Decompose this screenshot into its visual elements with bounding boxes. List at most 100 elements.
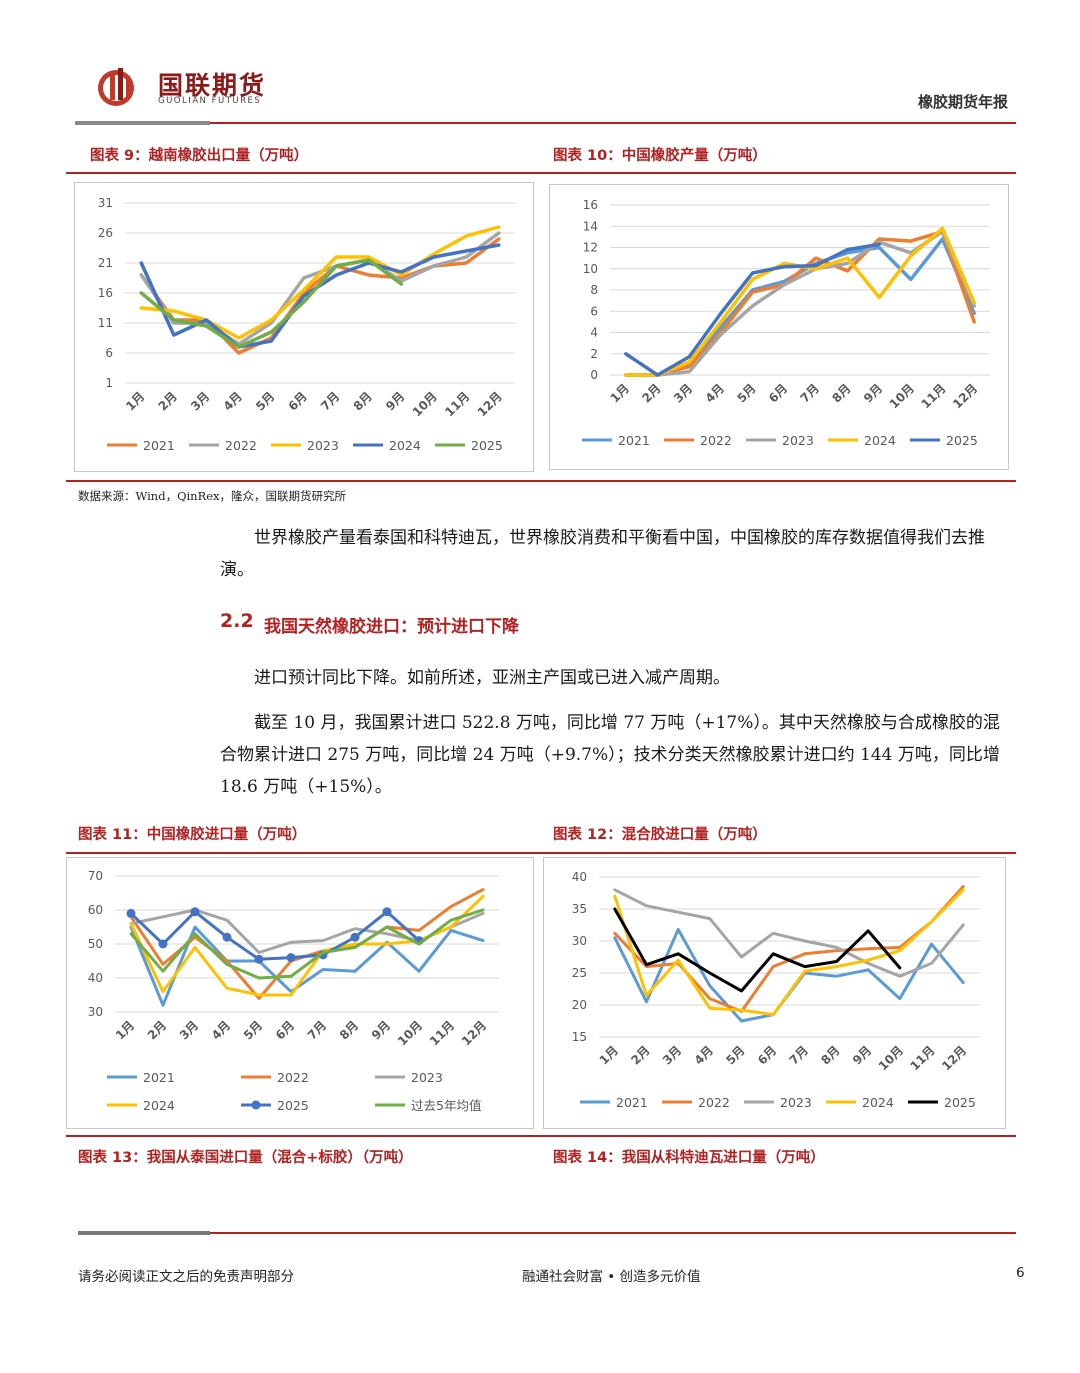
x-tick-label: 12月 bbox=[939, 1043, 969, 1073]
series-marker bbox=[158, 939, 168, 949]
footer-divider-red bbox=[210, 1232, 1016, 1234]
x-tick-label: 3月 bbox=[188, 389, 212, 413]
series-line-3 bbox=[613, 888, 965, 1017]
figure-11-title: 图表 11：中国橡胶进口量（万吨） bbox=[78, 827, 307, 843]
x-tick-label: 12月 bbox=[950, 381, 980, 411]
x-tick-label: 4月 bbox=[209, 1018, 233, 1042]
x-tick-label: 5月 bbox=[734, 381, 758, 405]
y-tick-label: 16 bbox=[98, 286, 113, 300]
x-tick-label: 6月 bbox=[273, 1018, 297, 1042]
y-tick-label: 50 bbox=[88, 937, 103, 951]
legend-label: 2023 bbox=[307, 438, 339, 453]
figure-row2-bottom-rule bbox=[66, 1135, 1016, 1137]
x-tick-label: 8月 bbox=[818, 1043, 842, 1067]
y-tick-label: 30 bbox=[88, 1005, 103, 1019]
series-line-4 bbox=[129, 910, 421, 961]
x-tick-label: 11月 bbox=[427, 1018, 457, 1048]
y-tick-label: 31 bbox=[98, 196, 113, 210]
y-tick-label: 20 bbox=[572, 998, 587, 1012]
x-tick-label: 6月 bbox=[755, 1043, 779, 1067]
x-tick-label: 6月 bbox=[286, 389, 310, 413]
y-tick-label: 25 bbox=[572, 966, 587, 980]
section-number: 2.2 bbox=[220, 610, 254, 632]
x-tick-label: 10月 bbox=[876, 1043, 906, 1073]
page-number: 6 bbox=[1016, 1265, 1025, 1281]
figure-14-title: 图表 14：我国从科特迪瓦进口量（万吨） bbox=[553, 1150, 825, 1166]
x-tick-label: 5月 bbox=[723, 1043, 747, 1067]
x-tick-label: 9月 bbox=[861, 381, 885, 405]
legend-label: 2025 bbox=[277, 1098, 309, 1113]
y-tick-label: 26 bbox=[98, 226, 113, 240]
figure-row-bottom-rule bbox=[66, 480, 1016, 482]
chart-china-imports: 30 40 50 60 70 1月 2月 3月 4月 5月 6月 7月 8月 9月 10月 11月 12月 202… bbox=[66, 857, 534, 1129]
x-tick-label: 11月 bbox=[442, 389, 472, 419]
y-tick-label: 16 bbox=[583, 198, 598, 212]
x-tick-label: 5月 bbox=[241, 1018, 265, 1042]
series-marker bbox=[222, 932, 232, 942]
footer-disclaimer: 请务必阅读正文之后的免责声明部分 bbox=[78, 1269, 294, 1285]
x-tick-label: 3月 bbox=[660, 1043, 684, 1067]
x-tick-label: 1月 bbox=[608, 381, 632, 405]
brand-name: 国联期货 bbox=[158, 71, 267, 100]
series-line-4 bbox=[613, 907, 902, 993]
legend-label: 2022 bbox=[700, 433, 732, 448]
x-tick-label: 8月 bbox=[337, 1018, 361, 1042]
series-line-0 bbox=[613, 928, 965, 1023]
legend-label: 2022 bbox=[277, 1070, 309, 1085]
y-tick-label: 8 bbox=[590, 283, 598, 297]
x-tick-label: 10月 bbox=[410, 389, 440, 419]
y-tick-label: 2 bbox=[590, 347, 598, 361]
series-marker bbox=[190, 907, 200, 917]
legend-label: 2022 bbox=[225, 438, 257, 453]
y-tick-label: 10 bbox=[583, 262, 598, 276]
series-line-3 bbox=[624, 226, 976, 377]
legend-label: 2021 bbox=[143, 1070, 175, 1085]
y-tick-label: 70 bbox=[88, 869, 103, 883]
chart-vietnam-exports: 1 6 11 16 21 26 31 1月 2月 3月 4月 5月 6月 7月 8月 9月 10月 11月 12月 2… bbox=[74, 182, 534, 472]
brand-name-en: GUOLIAN FUTURES bbox=[158, 96, 262, 106]
x-tick-label: 1月 bbox=[123, 389, 147, 413]
y-tick-label: 21 bbox=[98, 256, 113, 270]
legend-label: 2024 bbox=[389, 438, 421, 453]
x-tick-label: 5月 bbox=[253, 389, 277, 413]
chart-fig10-svg: 0 2 4 6 8 10 12 14 16 1月 2月 3月 4月 5月 6月 7月 8月 9月 10月 11月 12月… bbox=[582, 198, 990, 448]
company-logo bbox=[98, 68, 134, 106]
y-tick-label: 6 bbox=[590, 304, 598, 318]
series-line-4 bbox=[139, 258, 404, 349]
header-divider-grey bbox=[75, 121, 210, 125]
chart-fig11-svg: 30 40 50 60 70 1月 2月 3月 4月 5月 6月 7月 8月 9月 10月 11月 12月 202… bbox=[88, 869, 499, 1113]
x-tick-label: 7月 bbox=[798, 381, 822, 405]
y-tick-label: 30 bbox=[572, 934, 587, 948]
legend-label: 2024 bbox=[143, 1098, 175, 1113]
figure-9-title: 图表 9：越南橡胶出口量（万吨） bbox=[90, 148, 309, 164]
y-tick-label: 0 bbox=[590, 368, 598, 382]
x-tick-label: 9月 bbox=[850, 1043, 874, 1067]
series-marker bbox=[382, 907, 392, 917]
x-tick-label: 2月 bbox=[156, 389, 180, 413]
series-line-2 bbox=[139, 225, 501, 340]
legend-label: 2021 bbox=[618, 433, 650, 448]
chart-china-production: 0 2 4 6 8 10 12 14 16 1月 2月 3月 4月 5月 6月 7月 8月 9月 10月 11月 12月… bbox=[549, 184, 1009, 470]
x-tick-label: 11月 bbox=[907, 1043, 937, 1073]
x-tick-label: 11月 bbox=[918, 381, 948, 411]
x-tick-label: 7月 bbox=[787, 1043, 811, 1067]
y-tick-label: 11 bbox=[98, 316, 113, 330]
x-tick-label: 10月 bbox=[395, 1018, 425, 1048]
y-tick-label: 1 bbox=[105, 376, 113, 390]
figure-row2-top-rule bbox=[66, 852, 1016, 854]
legend-label: 2021 bbox=[616, 1095, 648, 1110]
series-line-2 bbox=[613, 888, 965, 978]
series-line-3 bbox=[139, 243, 501, 349]
legend-label: 过去5年均值 bbox=[411, 1098, 481, 1113]
legend-label: 2025 bbox=[946, 433, 978, 448]
y-tick-label: 4 bbox=[590, 326, 598, 340]
footer-slogan: 融通社会财富 • 创造多元价值 bbox=[522, 1269, 701, 1285]
series-marker bbox=[126, 908, 136, 918]
header-divider-red bbox=[210, 122, 1016, 124]
y-tick-label: 35 bbox=[572, 902, 587, 916]
x-tick-label: 8月 bbox=[351, 389, 375, 413]
legend-label: 2022 bbox=[698, 1095, 730, 1110]
legend-label: 2024 bbox=[864, 433, 896, 448]
